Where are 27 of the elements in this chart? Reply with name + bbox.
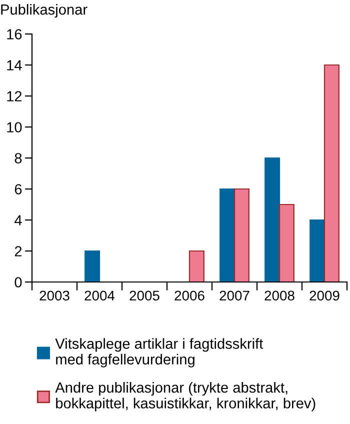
y-tick-label: 2 (14, 246, 22, 256)
bar (264, 157, 280, 282)
legend-label: Andre publikasjonar (trykte abstrakt, bokkapittel, kasuistikkar, kronikkar, brev) (55, 382, 316, 412)
bar (234, 188, 250, 282)
y-axis-title: Publikasjonar (1, 4, 88, 18)
bar (84, 250, 100, 282)
y-tick-label: 0 (14, 277, 22, 288)
y-tick-label: 12 (7, 91, 22, 102)
x-tick-label: 2008 (264, 290, 294, 301)
x-tick-label: 2005 (130, 290, 160, 301)
y-tick-label: 14 (7, 60, 22, 70)
legend-label: Vitskaplege artiklar i fagtidsskrift med fagfellevurdering (55, 338, 264, 368)
bar (310, 219, 326, 282)
x-tick-label: 2004 (84, 290, 115, 301)
y-tick-label: 16 (7, 29, 22, 40)
y-tick-label: 8 (14, 153, 22, 164)
x-tick-label: 2003 (40, 290, 70, 301)
x-tick-label: 2007 (220, 290, 250, 301)
bar (188, 250, 204, 282)
bar (324, 64, 340, 282)
bar (220, 188, 236, 282)
y-tick-label: 4 (14, 215, 22, 226)
bar (278, 204, 294, 282)
x-tick-label: 2006 (174, 290, 204, 301)
x-tick-label: 2009 (310, 290, 340, 301)
y-tick-label: 10 (7, 122, 22, 132)
y-tick-label: 6 (14, 184, 22, 194)
